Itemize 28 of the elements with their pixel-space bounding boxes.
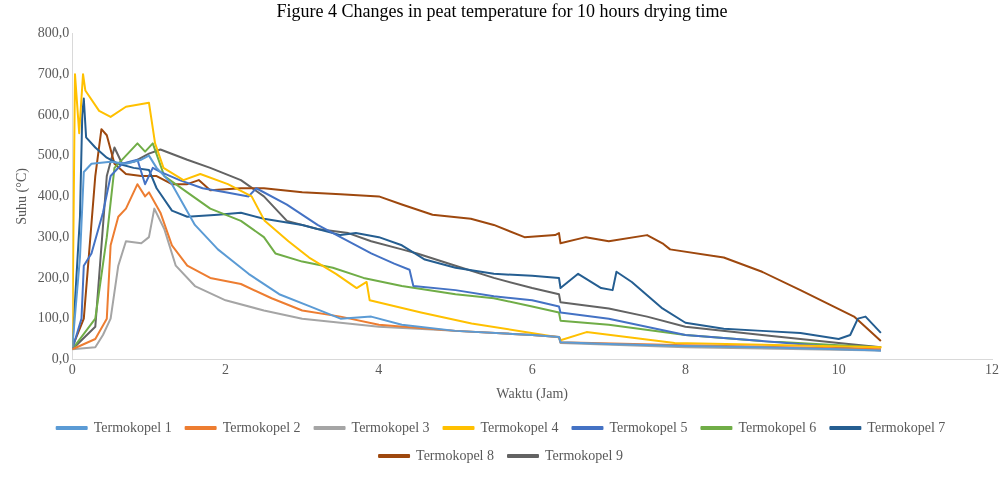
legend-label: Termokopel 5 [609, 419, 688, 435]
x-tick-label: 10 [831, 362, 846, 378]
legend-label: Termokopel 4 [480, 419, 559, 435]
y-tick-label: 200,0 [37, 269, 70, 285]
y-tick-label: 400,0 [37, 188, 70, 204]
y-tick-label: 300,0 [37, 228, 70, 244]
y-tick-label: 0,0 [51, 351, 70, 367]
y-tick-label: 800,0 [37, 25, 70, 41]
x-tick-label: 8 [681, 362, 689, 378]
legend-label: Termokopel 3 [351, 419, 430, 435]
y-tick-label: 500,0 [37, 147, 70, 163]
x-tick-label: 12 [985, 362, 999, 378]
y-axis-title: Suhu (°C) [14, 167, 31, 225]
x-tick-label: 6 [528, 362, 536, 378]
x-tick-label: 4 [375, 362, 383, 378]
legend-label: Termokopel 9 [545, 447, 623, 463]
y-tick-label: 100,0 [37, 310, 70, 326]
y-tick-label: 600,0 [37, 106, 70, 122]
legend-label: Termokopel 2 [222, 419, 301, 435]
x-axis-title: Waktu (Jam) [496, 386, 569, 403]
x-tick-label: 2 [222, 362, 230, 378]
x-tick-label: 0 [68, 362, 76, 378]
legend-label: Termokopel 6 [738, 419, 817, 435]
legend-label: Termokopel 8 [416, 447, 495, 463]
legend-label: Termokopel 1 [93, 419, 172, 435]
chart-title: Figure 4 Changes in peat temperature for 10 hours drying time [275, 0, 729, 22]
y-tick-label: 700,0 [37, 65, 70, 81]
legend-label: Termokopel 7 [867, 419, 946, 435]
